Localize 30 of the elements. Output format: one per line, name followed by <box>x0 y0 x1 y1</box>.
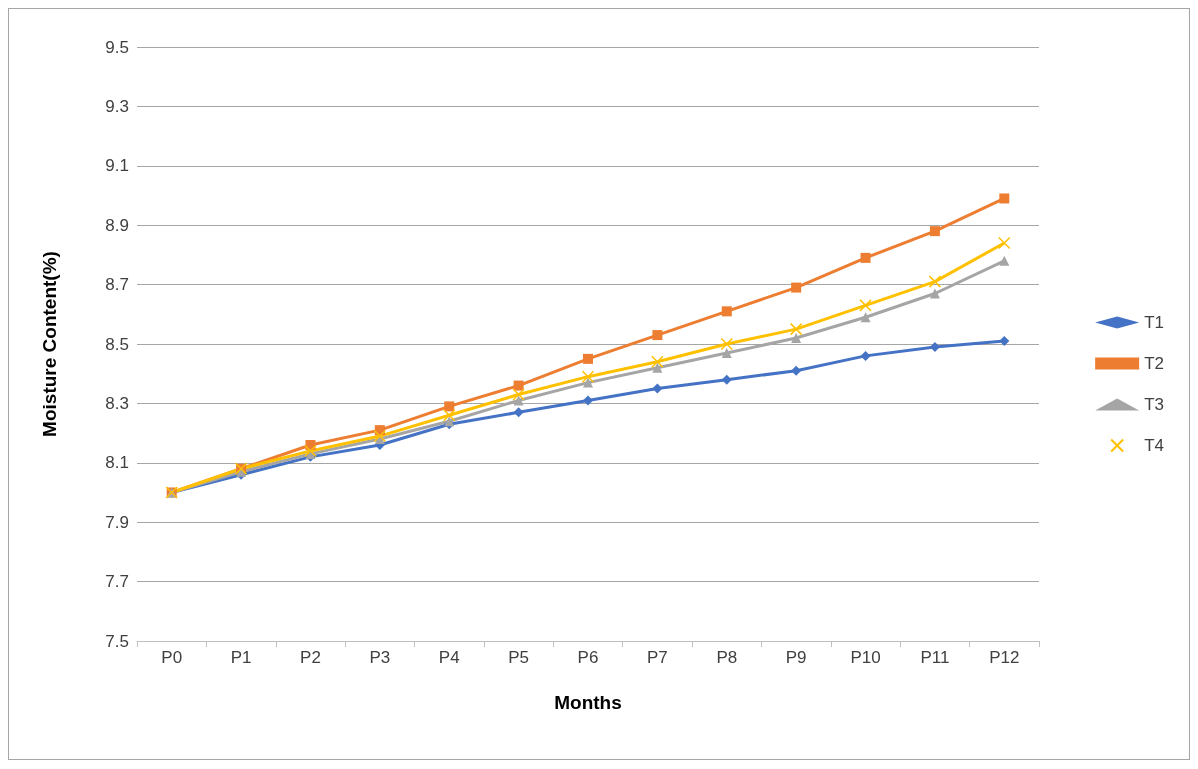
x-tick-label: P0 <box>161 648 183 667</box>
y-tick-label: 9.5 <box>105 37 129 57</box>
y-axis-title: Moisture Content(%) <box>39 251 60 437</box>
legend-label: T1 <box>1144 313 1164 332</box>
y-tick-label: 8.5 <box>105 334 129 354</box>
y-tick-label: 8.7 <box>105 275 129 295</box>
y-tick-label: 8.3 <box>105 393 129 413</box>
x-tick-label: P2 <box>300 648 321 667</box>
legend-label: T3 <box>1144 395 1164 414</box>
x-tick-label: P1 <box>230 648 252 667</box>
x-tick-label: P7 <box>646 648 668 667</box>
x-tick-label: P10 <box>850 648 881 667</box>
y-tick-label: 8.9 <box>105 215 129 235</box>
y-tick-label: 7.7 <box>105 572 129 592</box>
x-tick-label: P9 <box>785 648 807 667</box>
x-tick-label: P6 <box>577 648 599 667</box>
y-tick-label: 9.1 <box>105 156 129 176</box>
x-tick-label: P12 <box>989 648 1020 667</box>
y-tick-label: 7.5 <box>105 631 129 651</box>
x-tick-label: P8 <box>716 648 738 667</box>
x-tick-label: P11 <box>920 648 950 667</box>
x-tick-label: P3 <box>369 648 391 667</box>
y-tick-label: 8.1 <box>105 453 129 473</box>
x-tick-label: P4 <box>438 648 460 667</box>
legend-label: T2 <box>1144 354 1164 373</box>
x-axis-title: Months <box>554 692 622 713</box>
y-tick-label: 9.3 <box>105 96 129 116</box>
x-tick-label: P5 <box>508 648 530 667</box>
y-tick-label: 7.9 <box>105 512 129 532</box>
legend-label: T4 <box>1144 436 1164 455</box>
